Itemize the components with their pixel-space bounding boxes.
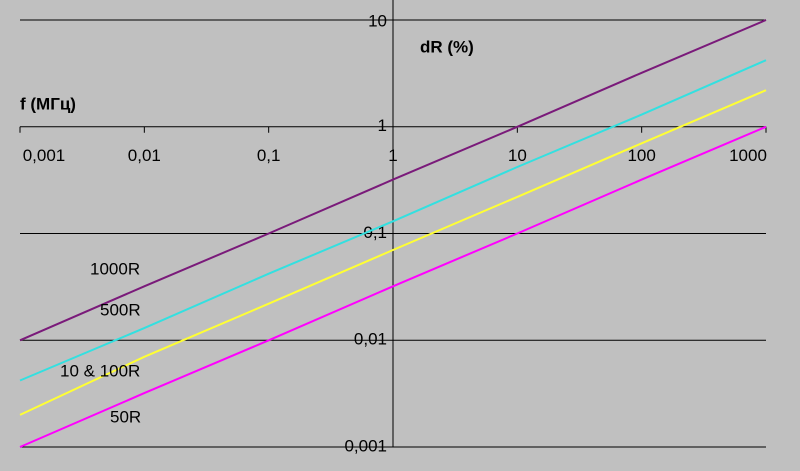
y-tick-label: 0,1 <box>363 223 387 242</box>
series-line <box>19 125 767 448</box>
x-tick-label: 100 <box>627 146 655 165</box>
x-tick-label: 0,001 <box>23 146 66 165</box>
x-tick-label: 0,1 <box>257 146 281 165</box>
y-tick-label: 0,01 <box>354 330 387 349</box>
y-axis-label: dR (%) <box>420 37 474 56</box>
y-tick-label: 1 <box>378 116 387 135</box>
series-label: 1000R <box>90 259 140 278</box>
series-line <box>19 89 767 416</box>
y-tick-label: 10 <box>368 11 387 30</box>
series-label: 10 & 100R <box>60 361 140 380</box>
x-tick-label: 0,01 <box>128 146 161 165</box>
series-label: 500R <box>100 300 141 319</box>
x-tick-label: 1000 <box>729 146 767 165</box>
x-tick-label: 10 <box>508 146 527 165</box>
series-line <box>19 19 767 342</box>
y-tick-label: 0,001 <box>344 436 387 455</box>
x-tick-label: 1 <box>388 146 397 165</box>
x-axis-label: f (МГц) <box>20 94 76 113</box>
series-line <box>19 59 767 382</box>
series-label: 50R <box>110 407 141 426</box>
